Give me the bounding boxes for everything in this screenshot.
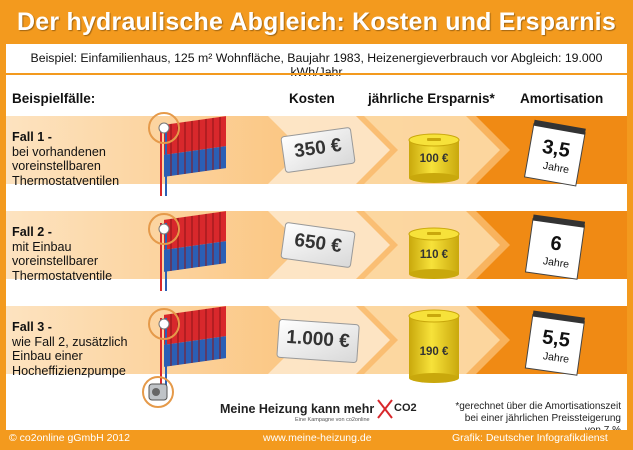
case-desc-1b: voreinstellbaren [12,159,101,174]
calendar-icon-1 [523,119,586,187]
page-title: Der hydraulische Abgleich: Kosten und Er… [17,8,616,36]
footnote: *gerechnet über die Amortisationszeit be… [446,401,621,430]
case-desc-2c: Thermostatventile [12,268,113,283]
footer-website-link[interactable]: www.meine-heizung.de [263,432,372,444]
case-label-2: Fall 2 - mit Einbau voreinstellbarer The… [12,225,112,283]
campaign-name: Meine Heizung kann mehr [220,402,375,416]
case-desc-3a: wie Fall 2, zusätzlich [12,334,128,349]
radiator-icon-1 [148,112,226,196]
price-tag-icon-1 [280,127,356,173]
header-payback: Amortisation [520,91,604,106]
example-subtitle: Beispiel: Einfamilienhaus, 125 m² Wohnfl… [30,51,603,79]
radiator-icon-2 [148,211,226,291]
saving-value-3: 190 € [419,346,449,358]
header-savings: jährliche Ersparnis* [368,91,495,106]
case-label-1: Fall 1 - bei vorhandenen voreinstellbare… [12,130,119,188]
co2-label: CO2 [394,402,417,414]
campaign-sub: Eine Kampagne von co2online [295,417,370,423]
calendar-icon-3 [524,310,585,376]
saving-value-2: 110 € [419,249,449,261]
content-panel: Beispiel: Einfamilienhaus, 125 m² Wohnfl… [6,44,627,430]
header-cases: Beispielfälle: [12,91,96,106]
price-tag-icon-2 [280,222,356,268]
coin-stack-icon-3 [408,309,460,383]
calendar-icon-2 [524,214,586,280]
case-desc-3b: Einbau einer [12,349,83,364]
footer-copyright: © co2online gGmbH 2012 [9,432,130,444]
case-name-2: Fall 2 - [12,225,52,239]
saving-value-1: 100 € [419,153,449,165]
pump-icon [142,376,174,408]
case-desc-2b: voreinstellbarer [12,254,99,269]
case-desc-1c: Thermostatventilen [12,173,120,188]
case-desc-1a: bei vorhandenen [12,144,106,159]
footnote-line-2: bei einer jährlichen Preissteigerung von… [464,413,621,430]
radiator-icon-3 [148,306,226,391]
case-label-3: Fall 3 - wie Fall 2, zusätzlich Einbau e… [12,320,127,378]
case-desc-2a: mit Einbau [12,239,72,254]
coin-stack-icon-1 [408,133,460,183]
footer-credit: Grafik: Deutscher Infografikdienst [452,432,608,444]
co2-logo-icon [377,399,393,419]
separator-line [6,73,627,75]
case-desc-3c: Hocheffizienzpumpe [12,363,126,378]
price-tag-icon-3 [276,318,360,364]
case-name-1: Fall 1 - [12,130,52,144]
header-costs: Kosten [289,91,335,106]
coin-stack-icon-2 [408,227,460,279]
footnote-line-1: *gerechnet über die Amortisationszeit [455,401,621,412]
case-name-3: Fall 3 - [12,320,52,334]
graphics-overlay [142,112,627,419]
